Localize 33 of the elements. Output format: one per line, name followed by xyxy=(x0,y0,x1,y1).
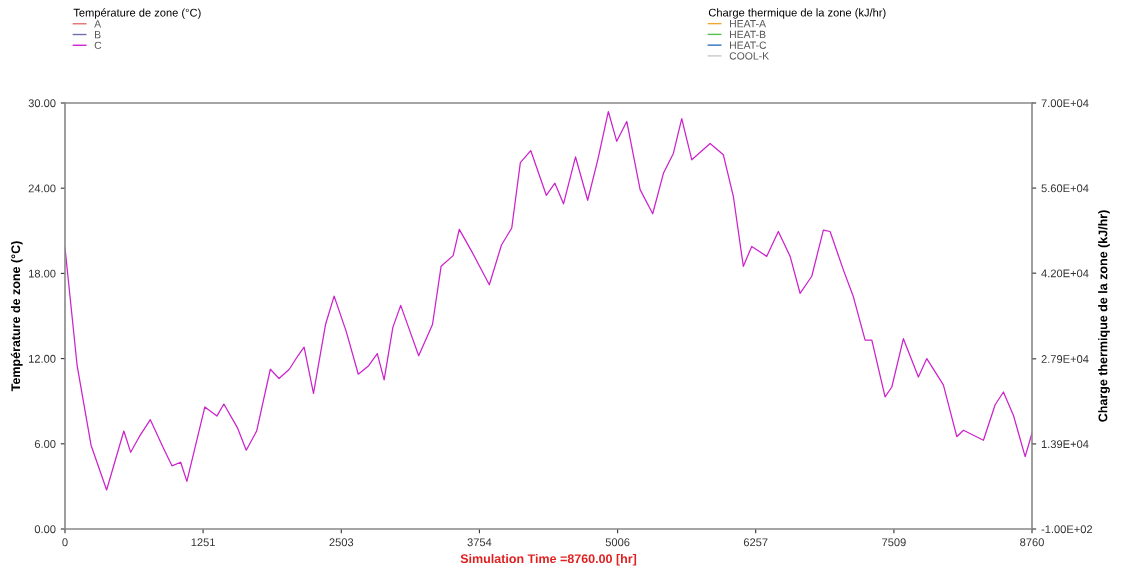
x-axis-title: Simulation Time =8760.00 [hr] xyxy=(460,553,637,566)
x-tick-label: 7509 xyxy=(882,538,906,547)
y2-tick-label: 1.39E+04 xyxy=(1041,440,1089,449)
x-tick-label: 8760 xyxy=(1020,538,1044,547)
y2-tick-label: 2.79E+04 xyxy=(1041,355,1089,363)
legend-label: B xyxy=(95,31,101,39)
legend-label: C xyxy=(94,41,102,50)
y-tick-label: 12.00 xyxy=(29,354,56,363)
x-tick-label: 3754 xyxy=(467,538,492,547)
legend-label: HEAT-B xyxy=(730,30,766,39)
y-tick-label: 0.00 xyxy=(34,525,56,534)
y-tick-label: 6.00 xyxy=(34,440,56,448)
y-tick-label: 18.00 xyxy=(29,269,56,278)
y-tick-label: 24.00 xyxy=(28,184,56,193)
line-series xyxy=(65,110,1032,491)
text: Température de zone (°C) xyxy=(73,8,201,19)
y-tick-label: 30.00 xyxy=(28,99,56,108)
y2-tick-label: 4.20E+04 xyxy=(1041,269,1089,278)
x-tick-label: 2503 xyxy=(329,538,354,547)
y-axis-title: Température de zone (°C) xyxy=(10,241,23,392)
text: Charge thermique de la zone (kJ/hr) xyxy=(708,8,886,19)
y2-tick-label: -1.00E+02 xyxy=(1041,525,1093,534)
y2-tick-label: 5.60E+04 xyxy=(1041,184,1089,193)
x-tick-label: 0 xyxy=(62,538,68,547)
y2-axis-title: Charge thermique de la zone (kJ/hr) xyxy=(1098,210,1110,422)
x-tick-label: 5006 xyxy=(605,538,630,547)
x-tick-label: 6257 xyxy=(743,538,768,547)
legend-label: HEAT-C xyxy=(730,41,767,49)
x-tick-label: 1251 xyxy=(191,538,215,547)
legend-label: COOL-K xyxy=(729,52,769,60)
y2-tick-label: 7.00E+04 xyxy=(1041,99,1089,108)
legend-label: HEAT-A xyxy=(730,20,766,28)
legend-label: A xyxy=(94,20,102,28)
